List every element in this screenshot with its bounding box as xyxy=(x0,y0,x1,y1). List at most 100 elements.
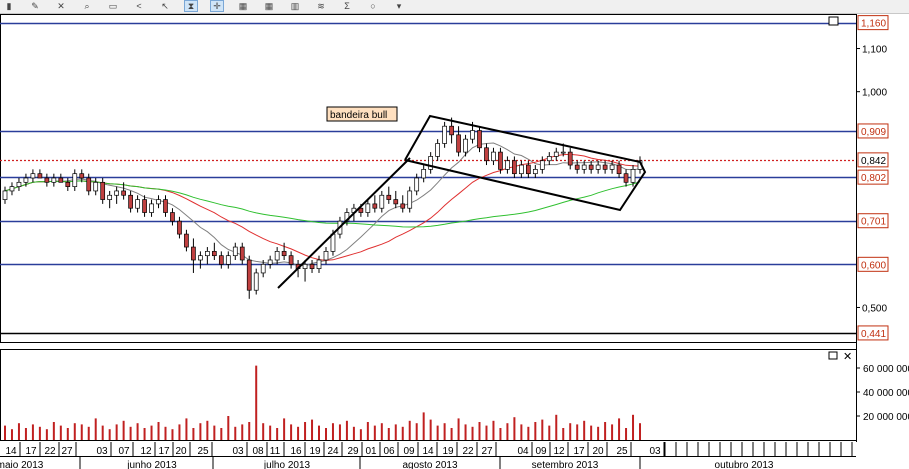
candle xyxy=(191,246,196,261)
candle xyxy=(505,160,510,170)
candle xyxy=(288,255,294,265)
day-label: 09 xyxy=(535,446,547,457)
day-label: 25 xyxy=(616,446,628,457)
candle xyxy=(379,194,385,209)
candle xyxy=(51,177,57,183)
candle xyxy=(526,164,531,175)
candle xyxy=(609,164,615,170)
zoom-icon[interactable]: ⌕ xyxy=(84,1,90,11)
candle xyxy=(330,233,336,252)
candle xyxy=(532,169,538,175)
measure-icon[interactable]: ▭ xyxy=(108,1,118,11)
crosshair-icon[interactable]: ✛ xyxy=(210,0,224,12)
candle xyxy=(184,233,189,248)
candle xyxy=(239,246,245,261)
candle xyxy=(100,181,106,200)
price-level-box xyxy=(857,15,889,31)
candle xyxy=(553,151,559,157)
candle xyxy=(267,259,273,265)
candle xyxy=(253,272,259,291)
candle xyxy=(400,203,406,209)
candle xyxy=(519,164,524,175)
candle xyxy=(23,177,29,183)
annotation-box xyxy=(326,106,398,122)
day-label: 19 xyxy=(309,446,321,457)
dropdown-icon[interactable]: ▾ xyxy=(396,1,402,11)
candle xyxy=(491,151,496,162)
candle xyxy=(623,173,629,183)
day-label: 09 xyxy=(403,446,415,457)
day-label: 20 xyxy=(175,446,187,457)
candle xyxy=(512,160,517,175)
candle xyxy=(260,263,266,274)
month-label: outubro 2013 xyxy=(715,460,774,469)
month-label: agosto 2013 xyxy=(402,460,457,469)
day-label: 22 xyxy=(462,446,474,457)
day-label: 01 xyxy=(365,446,377,457)
chart-type-icon[interactable]: ▦ xyxy=(264,1,274,11)
candle xyxy=(37,173,43,179)
settings-icon[interactable]: ○ xyxy=(370,1,376,11)
day-label: 14 xyxy=(422,446,434,457)
candle xyxy=(121,190,126,196)
candle xyxy=(602,164,608,170)
delete-icon[interactable]: ✕ xyxy=(57,1,65,11)
price-level-box xyxy=(857,325,889,341)
candle xyxy=(72,173,78,187)
candle xyxy=(539,160,545,170)
price-tick-label: 0,500 xyxy=(862,303,887,314)
candle xyxy=(560,151,566,154)
day-label: 27 xyxy=(61,446,73,457)
hourglass-icon[interactable]: ⧗ xyxy=(184,0,198,12)
chevron-icon[interactable]: ˂ xyxy=(136,1,142,11)
month-label: junho 2013 xyxy=(126,460,177,469)
day-label: 29 xyxy=(347,446,359,457)
price-plot-area xyxy=(0,14,857,343)
candle xyxy=(449,125,454,136)
candle xyxy=(470,130,475,140)
candle xyxy=(93,181,99,192)
candle xyxy=(588,164,594,170)
pointer-icon[interactable]: ↖ xyxy=(161,1,169,11)
candle xyxy=(205,251,210,257)
maximize-icon xyxy=(828,351,838,360)
candle xyxy=(58,177,64,183)
price-level-label: 0,600 xyxy=(861,260,886,271)
candle xyxy=(630,169,636,183)
day-label: 03 xyxy=(96,446,108,457)
price-level-label: 1,160 xyxy=(861,19,886,30)
candle xyxy=(581,164,587,170)
day-label: 03 xyxy=(649,446,661,457)
day-label: 07 xyxy=(118,446,130,457)
candle xyxy=(114,190,119,196)
candle xyxy=(463,138,468,153)
candle xyxy=(574,164,580,170)
day-label: 06 xyxy=(383,446,395,457)
indicator-icon[interactable]: ≋ xyxy=(317,1,325,11)
candle xyxy=(198,255,203,261)
candle xyxy=(9,186,15,192)
day-label: 17 xyxy=(573,446,585,457)
day-label: 03 xyxy=(232,446,244,457)
bars-icon[interactable]: ▥ xyxy=(290,1,300,11)
candle xyxy=(477,130,482,149)
time-axis-bg xyxy=(0,442,909,469)
candle xyxy=(149,203,154,213)
volume-tick-label: 20 000 000 xyxy=(863,412,909,423)
candle xyxy=(323,251,329,261)
drawing-icon[interactable]: ✎ xyxy=(31,1,39,11)
candle xyxy=(414,177,420,192)
indicator-icon[interactable]: Σ xyxy=(344,1,350,11)
candle xyxy=(135,199,140,209)
price-tick-label: 1,000 xyxy=(862,88,887,99)
volume-tick-label: 40 000 000 xyxy=(863,388,909,399)
chart-type-icon[interactable]: ▦ xyxy=(238,1,248,11)
price-level-label: 0,701 xyxy=(861,217,886,228)
candle xyxy=(567,151,573,166)
day-label: 24 xyxy=(327,446,339,457)
day-label: 17 xyxy=(158,446,170,457)
close-icon: ✕ xyxy=(843,351,852,363)
bar-icon[interactable]: ▮ xyxy=(6,1,12,11)
price-level-label: 0,909 xyxy=(861,127,886,138)
